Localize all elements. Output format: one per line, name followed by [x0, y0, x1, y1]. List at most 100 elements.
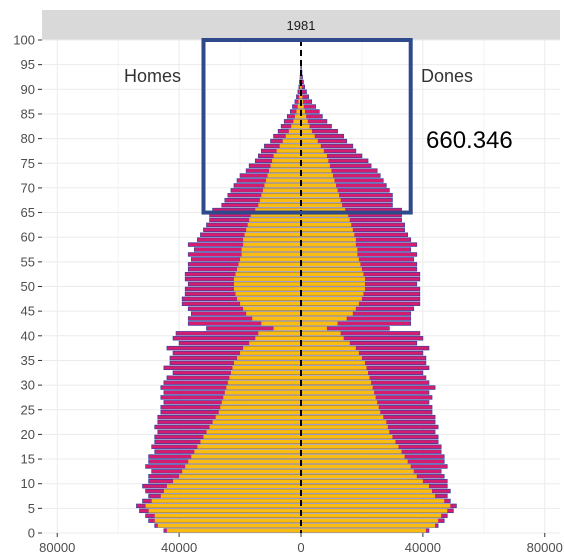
- bar-dones-inner-age-28: [301, 390, 375, 395]
- bar-homes-inner-age-51: [233, 277, 301, 281]
- bar-dones-inner-age-11: [301, 474, 417, 479]
- bar-dones-inner-age-38: [301, 341, 350, 346]
- bar-homes-inner-age-34: [233, 361, 301, 365]
- bar-homes-inner-age-56: [241, 252, 301, 257]
- bar-homes-inner-age-13: [185, 464, 301, 469]
- bar-homes-inner-age-85: [296, 109, 301, 114]
- bar-dones-inner-age-33: [301, 365, 367, 370]
- bar-dones-inner-age-9: [301, 484, 429, 489]
- bar-homes-inner-age-47: [237, 296, 301, 301]
- bar-homes-inner-age-71: [265, 178, 301, 183]
- bar-dones-inner-age-54: [301, 262, 361, 267]
- bar-homes-inner-age-14: [188, 459, 301, 464]
- bar-homes-inner-age-72: [267, 173, 301, 178]
- bar-homes-inner-age-16: [194, 449, 301, 454]
- y-tick-label-12: 60: [21, 230, 35, 245]
- bar-dones-inner-age-43: [301, 316, 347, 321]
- bar-dones-inner-age-4: [301, 508, 448, 513]
- bar-homes-inner-age-48: [235, 292, 301, 296]
- y-tick-label-7: 35: [21, 353, 35, 368]
- inner-bars: [145, 60, 451, 533]
- bar-homes-inner-age-31: [229, 375, 301, 380]
- bar-dones-inner-age-83: [301, 119, 308, 124]
- bar-dones-inner-age-74: [301, 163, 330, 168]
- bar-dones-inner-age-45: [301, 306, 356, 311]
- right-label: Dones: [421, 66, 473, 86]
- bar-dones-inner-age-13: [301, 464, 411, 469]
- bar-dones-inner-age-51: [301, 277, 365, 281]
- y-tick-label-14: 70: [21, 180, 35, 195]
- y-axis-ticks: 0 5 10 15 20 25 30 35 40 45 50 55 60 65 70 75 80 85 90 95 10…: [13, 33, 42, 541]
- bar-dones-inner-age-17: [301, 444, 399, 449]
- bar-homes-inner-age-29: [226, 385, 301, 390]
- bar-homes-inner-age-53: [237, 267, 301, 272]
- bar-homes-inner-age-5: [145, 504, 301, 508]
- bar-homes-inner-age-57: [241, 247, 301, 252]
- y-tick-label-8: 40: [21, 328, 35, 343]
- facet-strip: [42, 10, 560, 40]
- bar-homes-inner-age-18: [200, 439, 301, 444]
- bar-dones-inner-age-37: [301, 346, 356, 350]
- bar-dones-inner-age-56: [301, 252, 358, 257]
- x-tick-label-3: 40000: [405, 540, 441, 555]
- bar-dones-inner-age-3: [301, 513, 442, 518]
- bar-dones-inner-age-47: [301, 296, 362, 301]
- bar-dones-inner-age-53: [301, 267, 362, 272]
- bar-dones-inner-age-46: [301, 301, 359, 306]
- bar-dones-inner-age-75: [301, 158, 329, 163]
- y-tick-label-2: 10: [21, 476, 35, 491]
- y-tick-label-15: 75: [21, 156, 35, 171]
- bar-dones-inner-age-85: [301, 109, 305, 114]
- y-tick-label-17: 85: [21, 106, 35, 121]
- y-tick-label-4: 20: [21, 427, 35, 442]
- bar-homes-inner-age-21: [209, 425, 301, 429]
- bar-dones-inner-age-58: [301, 242, 356, 247]
- bar-homes-inner-age-3: [154, 513, 301, 518]
- bar-homes-inner-age-33: [232, 365, 301, 370]
- bar-homes-inner-age-74: [270, 163, 301, 168]
- x-tick-label-2: 0: [297, 540, 304, 555]
- bar-homes-inner-age-64: [250, 213, 301, 217]
- bar-dones-inner-age-57: [301, 247, 358, 252]
- bar-dones-inner-age-78: [301, 144, 321, 148]
- bar-dones-inner-age-59: [301, 237, 356, 242]
- bar-dones-inner-age-19: [301, 435, 393, 439]
- bar-dones-inner-age-23: [301, 415, 384, 420]
- highlight-box: [201, 38, 413, 215]
- bar-dones-inner-age-25: [301, 405, 379, 410]
- bar-dones-inner-age-88: [301, 94, 303, 99]
- bar-homes-inner-age-6: [151, 499, 301, 503]
- bar-dones-inner-age-2: [301, 518, 439, 523]
- bar-dones-inner-age-64: [301, 213, 349, 217]
- x-axis-ticks: 80000 40000 0 40000 80000: [39, 533, 563, 555]
- population-annotation: 660.346: [426, 127, 513, 154]
- bar-dones-inner-age-18: [301, 439, 396, 444]
- bar-homes-inner-age-81: [288, 129, 301, 134]
- bar-homes-inner-age-26: [221, 400, 301, 405]
- bar-dones-inner-age-32: [301, 370, 369, 375]
- bar-homes-inner-age-62: [247, 223, 301, 227]
- y-tick-label-11: 55: [21, 254, 35, 269]
- bar-homes-inner-age-20: [206, 430, 301, 434]
- bar-dones-inner-age-40: [301, 331, 341, 336]
- facet-title: 1981: [287, 18, 316, 33]
- bar-dones-inner-age-69: [301, 188, 338, 193]
- bar-homes-inner-age-36: [240, 351, 301, 355]
- bar-dones-inner-age-36: [301, 351, 359, 355]
- bar-homes-inner-age-61: [246, 227, 301, 232]
- bar-homes-inner-age-17: [197, 444, 301, 449]
- bar-homes-inner-age-27: [223, 395, 301, 400]
- bar-homes-inner-age-39: [255, 336, 301, 341]
- bar-homes-inner-age-10: [173, 479, 301, 484]
- bar-dones-inner-age-5: [301, 504, 451, 508]
- bar-homes-inner-age-1: [157, 523, 301, 528]
- bar-dones-inner-age-29: [301, 385, 373, 390]
- bar-dones-inner-age-0: [301, 528, 426, 533]
- y-tick-label-16: 80: [21, 131, 35, 146]
- bar-dones-inner-age-49: [301, 287, 365, 291]
- bar-dones-inner-age-61: [301, 227, 353, 232]
- bar-homes-inner-age-23: [215, 415, 301, 420]
- bar-dones-inner-age-26: [301, 400, 378, 405]
- bar-dones-inner-age-30: [301, 380, 372, 385]
